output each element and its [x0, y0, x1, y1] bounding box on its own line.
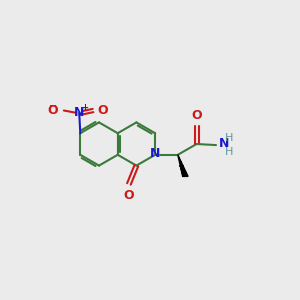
- Polygon shape: [178, 155, 188, 176]
- Text: O: O: [191, 109, 202, 122]
- Text: −: −: [49, 100, 57, 110]
- Text: O: O: [124, 189, 134, 203]
- Text: N: N: [74, 106, 84, 119]
- Text: N: N: [150, 147, 160, 161]
- Text: H: H: [224, 134, 233, 143]
- Text: +: +: [81, 103, 88, 112]
- Text: O: O: [48, 104, 58, 117]
- Text: N: N: [218, 137, 229, 150]
- Text: H: H: [224, 147, 233, 157]
- Text: O: O: [98, 104, 108, 117]
